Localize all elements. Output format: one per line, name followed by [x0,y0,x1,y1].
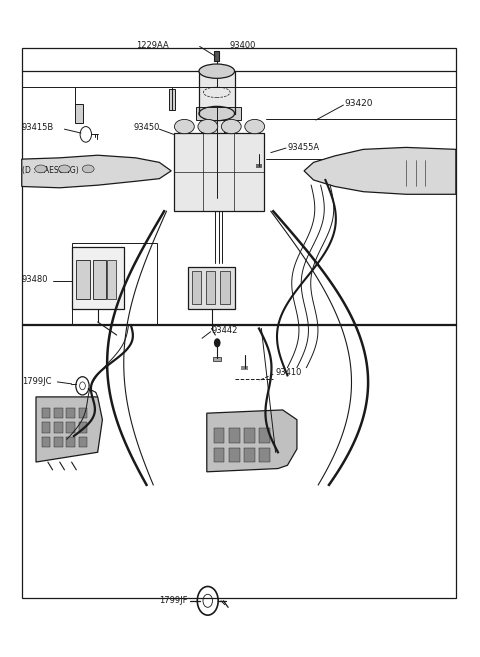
Bar [79,422,87,433]
Ellipse shape [174,120,194,134]
Bar [229,428,240,443]
Bar [174,133,264,212]
Bar [206,271,216,304]
Bar [215,51,219,61]
Bar [79,408,87,419]
Bar [241,367,248,369]
Bar [79,437,87,447]
Bar [392,160,425,187]
Text: 93450: 93450 [133,124,160,132]
Bar [244,428,255,443]
Bar [214,447,224,462]
Bar [66,437,75,447]
Bar [244,447,255,462]
Text: 1799JC: 1799JC [22,377,51,386]
Bar [256,164,262,168]
Bar [42,422,50,433]
Polygon shape [36,397,102,462]
Bar [214,428,224,443]
Text: 93410: 93410 [276,369,302,377]
Text: 93415B: 93415B [22,124,54,132]
Ellipse shape [199,64,235,78]
Ellipse shape [35,165,47,173]
Bar [169,89,176,110]
Bar [72,247,124,309]
Bar [54,408,62,419]
Bar [76,260,90,299]
Bar [213,357,221,361]
Bar [107,260,116,299]
Ellipse shape [82,165,94,173]
Ellipse shape [198,120,218,134]
Bar [72,242,157,325]
Text: 1799JF: 1799JF [159,597,188,605]
Bar [75,104,84,124]
Bar [93,260,106,299]
Bar [260,428,270,443]
Text: 93420: 93420 [344,99,373,108]
Bar [66,408,75,419]
Bar [196,107,241,120]
Polygon shape [22,155,171,188]
Text: 1229AA: 1229AA [136,41,168,50]
Bar [188,267,235,309]
Bar [54,422,62,433]
Bar [210,115,224,198]
Polygon shape [207,410,297,472]
Ellipse shape [59,165,71,173]
Bar [199,71,235,114]
Ellipse shape [245,120,264,134]
Bar [260,447,270,462]
Bar [42,437,50,447]
Bar [22,324,456,598]
Bar [54,437,62,447]
Circle shape [214,338,220,348]
Polygon shape [304,147,456,194]
Bar [220,271,229,304]
Bar [229,447,240,462]
Bar [22,49,456,325]
Bar [66,422,75,433]
Text: 93400: 93400 [229,41,256,50]
Ellipse shape [221,120,241,134]
Text: (D : DAESUNG): (D : DAESUNG) [22,166,79,175]
Text: 93442: 93442 [212,326,238,335]
Bar [201,115,233,135]
Bar [42,408,50,419]
Text: 93455A: 93455A [288,143,320,152]
Text: 93480: 93480 [22,275,48,284]
Bar [192,271,201,304]
